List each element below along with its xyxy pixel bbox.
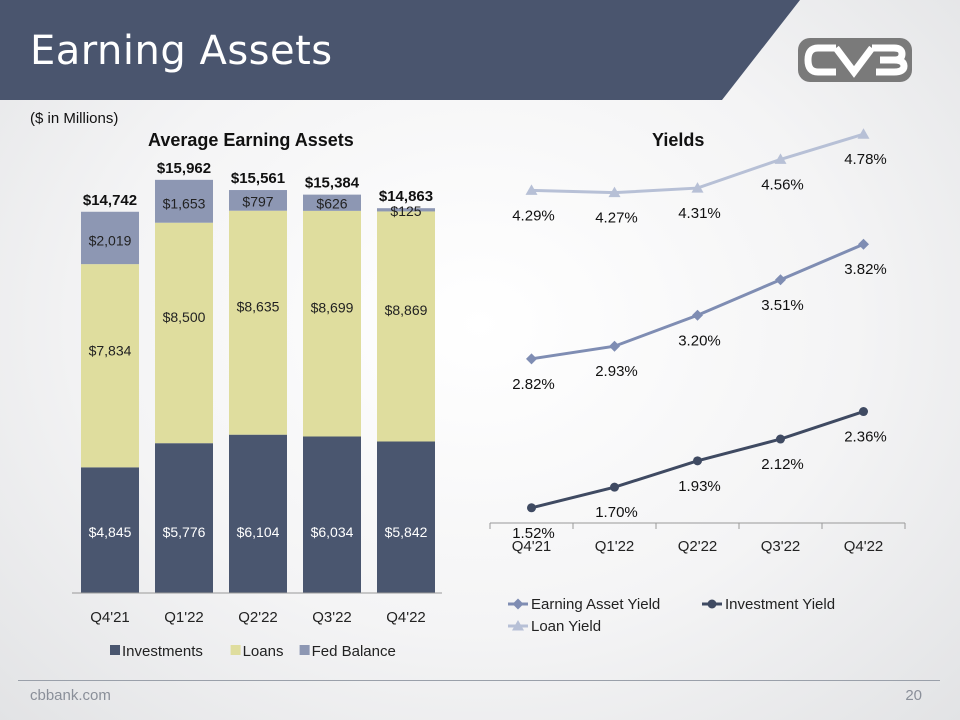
bar-fed-balance-q3-22 bbox=[303, 194, 361, 211]
data-label-investments-q3-22: $6,034 bbox=[311, 524, 354, 540]
x-tick-q4-22: Q4'22 bbox=[386, 609, 426, 626]
data-label-fed-balance-q2-22: $797 bbox=[242, 193, 273, 209]
x-tick-q2-22: Q2'22 bbox=[238, 609, 278, 626]
data-label-fed-balance-q4-21: $2,019 bbox=[89, 233, 132, 249]
bar-investments-q4-22 bbox=[377, 441, 435, 593]
footer-website: cbbank.com bbox=[30, 687, 111, 704]
point-loan-yield-q2-22 bbox=[691, 182, 704, 193]
data-label-earning-asset-yield-q3-22: 3.51% bbox=[761, 297, 804, 314]
page-number: 20 bbox=[905, 687, 922, 704]
footer-divider bbox=[18, 680, 940, 681]
data-label-earning-asset-yield-q1-22: 2.93% bbox=[595, 363, 638, 380]
point-loan-yield-q4-21 bbox=[525, 184, 538, 195]
data-label-earning-asset-yield-q4-22: 3.82% bbox=[844, 261, 887, 278]
total-label-q1-22: $15,962 bbox=[157, 160, 211, 177]
data-label-loans-q3-22: $8,699 bbox=[311, 299, 354, 315]
data-label-investments-q4-22: $5,842 bbox=[385, 524, 428, 540]
point-loan-yield-q3-22 bbox=[774, 153, 787, 164]
x-tick-q2-22: Q2'22 bbox=[678, 538, 718, 555]
point-investment-yield-q4-21 bbox=[527, 503, 536, 513]
point-investment-yield-q3-22 bbox=[776, 434, 785, 444]
bar-loans-q4-21 bbox=[81, 264, 139, 468]
data-label-loan-yield-q2-22: 4.31% bbox=[678, 205, 721, 222]
average-earning-assets-chart: $4,845 $7,834 $2,019 $14,742 Q4'21 $5,776 $8,5… bbox=[72, 160, 442, 660]
legend-swatch-investments bbox=[110, 645, 120, 655]
data-label-fed-balance-q4-22: $125 bbox=[390, 203, 421, 219]
bar-loans-q3-22 bbox=[303, 210, 361, 437]
x-tick-q1-22: Q1'22 bbox=[595, 538, 635, 555]
legend-marker-investment-yield bbox=[707, 599, 717, 609]
legend-marker-earning-asset-yield bbox=[512, 598, 524, 610]
legend-marker-loan-yield bbox=[512, 620, 524, 631]
data-label-loan-yield-q1-22: 4.27% bbox=[595, 210, 638, 227]
data-label-fed-balance-q3-22: $626 bbox=[316, 196, 347, 212]
point-earning-asset-yield-q1-22 bbox=[609, 340, 620, 352]
bar-fed-balance-q4-22 bbox=[377, 208, 435, 212]
bar-fed-balance-q1-22 bbox=[155, 179, 213, 223]
legend-label-earning-asset-yield: Earning Asset Yield bbox=[531, 596, 660, 613]
point-loan-yield-q1-22 bbox=[608, 186, 621, 198]
yields-chart: Q4'21 Q1'22 Q2'22 Q3'22 Q4'22 4.29% 4.27% 4.31%… bbox=[489, 128, 906, 635]
data-label-investment-yield-q2-22: 1.93% bbox=[678, 478, 721, 495]
bar-fed-balance-q4-21 bbox=[81, 211, 139, 265]
assets-chart-title: Average Earning Assets bbox=[148, 130, 354, 150]
bar-fed-balance-q2-22 bbox=[229, 190, 287, 211]
point-loan-yield-q4-22 bbox=[857, 128, 870, 139]
x-tick-q4-22: Q4'22 bbox=[844, 538, 884, 555]
x-tick-q4-21: Q4'21 bbox=[512, 538, 552, 555]
legend-swatch-fed-balance bbox=[299, 645, 310, 655]
total-label-q4-22: $14,863 bbox=[379, 188, 433, 205]
total-label-q3-22: $15,384 bbox=[305, 175, 360, 192]
point-earning-asset-yield-q4-22 bbox=[858, 238, 869, 250]
point-earning-asset-yield-q2-22 bbox=[692, 309, 703, 321]
bar-investments-q4-21 bbox=[81, 467, 139, 593]
title-banner bbox=[0, 0, 800, 100]
bar-investments-q1-22 bbox=[155, 443, 213, 593]
point-earning-asset-yield-q3-22 bbox=[775, 274, 786, 286]
data-label-fed-balance-q1-22: $1,653 bbox=[163, 195, 206, 211]
legend-label-loan-yield: Loan Yield bbox=[531, 618, 601, 635]
data-label-loans-q1-22: $8,500 bbox=[163, 309, 206, 325]
data-label-investment-yield-q3-22: 2.12% bbox=[761, 456, 804, 473]
data-label-loans-q4-22: $8,869 bbox=[385, 302, 428, 318]
bar-loans-q4-22 bbox=[377, 211, 435, 442]
data-label-earning-asset-yield-q2-22: 3.20% bbox=[678, 332, 721, 349]
total-label-q2-22: $15,561 bbox=[231, 170, 285, 187]
point-investment-yield-q4-22 bbox=[859, 407, 868, 417]
data-label-investments-q2-22: $6,104 bbox=[237, 524, 280, 540]
bar-investments-q3-22 bbox=[303, 436, 361, 593]
data-label-investment-yield-q1-22: 1.70% bbox=[595, 504, 638, 521]
point-earning-asset-yield-q4-21 bbox=[526, 353, 537, 365]
data-label-investments-q4-21: $4,845 bbox=[89, 524, 132, 540]
bar-investments-q2-22 bbox=[229, 434, 287, 593]
data-label-investment-yield-q4-21: 1.52% bbox=[512, 525, 555, 542]
data-label-loan-yield-q3-22: 4.56% bbox=[761, 176, 804, 193]
data-label-investment-yield-q4-22: 2.36% bbox=[844, 429, 887, 446]
data-label-loan-yield-q4-22: 4.78% bbox=[844, 151, 887, 168]
x-tick-q1-22: Q1'22 bbox=[164, 609, 204, 626]
legend-label-fed-balance: Fed Balance bbox=[312, 643, 396, 660]
legend-label-loans: Loans bbox=[243, 643, 284, 660]
data-label-loans-q2-22: $8,635 bbox=[237, 298, 280, 314]
x-tick-q3-22: Q3'22 bbox=[761, 538, 801, 555]
point-investment-yield-q2-22 bbox=[693, 456, 702, 466]
legend-swatch-loans bbox=[230, 645, 241, 655]
total-label-q4-21: $14,742 bbox=[83, 192, 137, 209]
x-tick-q3-22: Q3'22 bbox=[312, 609, 352, 626]
x-tick-q4-21: Q4'21 bbox=[90, 609, 130, 626]
data-label-investments-q1-22: $5,776 bbox=[163, 524, 206, 540]
data-label-loans-q4-21: $7,834 bbox=[89, 343, 132, 359]
bar-loans-q1-22 bbox=[155, 222, 213, 444]
data-label-loan-yield-q4-21: 4.29% bbox=[512, 207, 555, 224]
units-note: ($ in Millions) bbox=[30, 110, 119, 127]
yields-chart-title: Yields bbox=[652, 130, 705, 150]
bar-loans-q2-22 bbox=[229, 210, 287, 435]
cvb-logo bbox=[798, 38, 912, 82]
legend-label-investment-yield: Investment Yield bbox=[725, 596, 835, 613]
legend-label-investments: Investments bbox=[122, 643, 203, 660]
data-label-earning-asset-yield-q4-21: 2.82% bbox=[512, 376, 555, 393]
point-investment-yield-q1-22 bbox=[610, 482, 619, 492]
page-title: Earning Assets bbox=[30, 28, 333, 74]
